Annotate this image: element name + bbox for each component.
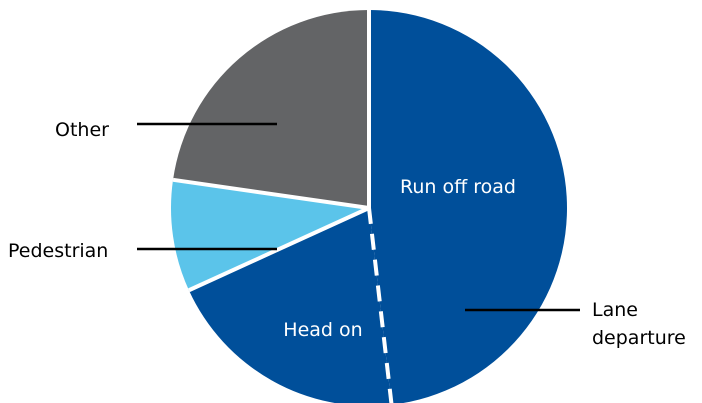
slice-separator-line — [188, 206, 370, 293]
pie-slice-run-off-road — [369, 10, 568, 403]
pie-slice-pedestrian — [171, 179, 369, 291]
pie-slices — [171, 10, 568, 403]
dashed-divider-line — [367, 207, 394, 403]
slice-label-pedestrian: Pedestrian — [8, 240, 108, 262]
pie-slice-other — [173, 10, 369, 208]
pie-slice-head-on — [188, 208, 392, 403]
leader-lines — [137, 122, 580, 312]
group-label-departure: departure — [592, 327, 686, 349]
slice-label-head-on: Head on — [283, 319, 362, 341]
slice-label-run-off-road: Run off road — [400, 176, 516, 198]
slice-label-other: Other — [55, 119, 109, 141]
group-label-lane: Lane — [592, 299, 638, 321]
slice-separator-line — [172, 177, 370, 210]
slice-dividers — [172, 10, 394, 403]
